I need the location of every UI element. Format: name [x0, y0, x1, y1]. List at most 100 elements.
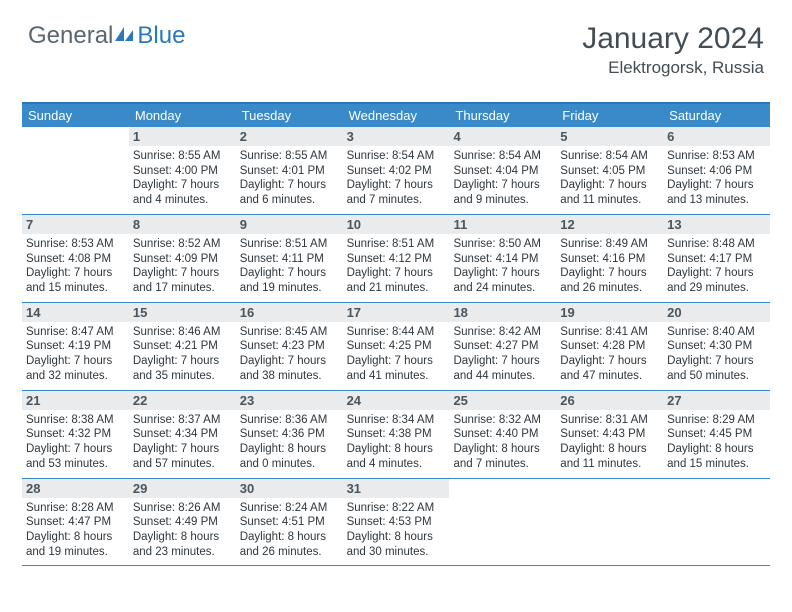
day-details: Sunrise: 8:41 AMSunset: 4:28 PMDaylight:…: [560, 325, 659, 384]
logo-sail-icon: [113, 25, 135, 43]
weeks-container: 1 Sunrise: 8:55 AMSunset: 4:00 PMDaylight…: [22, 127, 770, 566]
day-details: Sunrise: 8:48 AMSunset: 4:17 PMDaylight:…: [667, 237, 766, 296]
day-cell: 16 Sunrise: 8:45 AMSunset: 4:23 PMDayligh…: [236, 303, 343, 390]
day-number: 12: [556, 215, 663, 234]
day-number: 19: [556, 303, 663, 322]
day-details: Sunrise: 8:51 AMSunset: 4:11 PMDaylight:…: [240, 237, 339, 296]
day-details: Sunrise: 8:32 AMSunset: 4:40 PMDaylight:…: [453, 413, 552, 472]
day-details: Sunrise: 8:24 AMSunset: 4:51 PMDaylight:…: [240, 501, 339, 560]
day-number: 28: [22, 479, 129, 498]
logo: General Blue: [28, 22, 185, 50]
day-number: 3: [343, 127, 450, 146]
day-number: 14: [22, 303, 129, 322]
day-details: Sunrise: 8:49 AMSunset: 4:16 PMDaylight:…: [560, 237, 659, 296]
day-number: 21: [22, 391, 129, 410]
day-details: Sunrise: 8:22 AMSunset: 4:53 PMDaylight:…: [347, 501, 446, 560]
day-number: 26: [556, 391, 663, 410]
month-title: January 2024: [582, 22, 764, 56]
day-number: 20: [663, 303, 770, 322]
day-details: Sunrise: 8:36 AMSunset: 4:36 PMDaylight:…: [240, 413, 339, 472]
dow-wednesday: Wednesday: [343, 104, 450, 127]
day-cell: 1 Sunrise: 8:55 AMSunset: 4:00 PMDaylight…: [129, 127, 236, 214]
day-number: 7: [22, 215, 129, 234]
week-row: 14 Sunrise: 8:47 AMSunset: 4:19 PMDayligh…: [22, 303, 770, 391]
week-row: 21Sunrise: 8:38 AMSunset: 4:32 PMDayligh…: [22, 391, 770, 479]
logo-word-2: Blue: [137, 22, 185, 50]
day-details: Sunrise: 8:51 AMSunset: 4:12 PMDaylight:…: [347, 237, 446, 296]
day-number: 13: [663, 215, 770, 234]
day-cell: 26Sunrise: 8:31 AMSunset: 4:43 PMDayligh…: [556, 391, 663, 478]
dow-monday: Monday: [129, 104, 236, 127]
location-label: Elektrogorsk, Russia: [582, 58, 764, 78]
day-details: Sunrise: 8:54 AMSunset: 4:05 PMDaylight:…: [560, 149, 659, 208]
day-details: Sunrise: 8:55 AMSunset: 4:01 PMDaylight:…: [240, 149, 339, 208]
day-details: Sunrise: 8:53 AMSunset: 4:06 PMDaylight:…: [667, 149, 766, 208]
day-number: 31: [343, 479, 450, 498]
day-number: 30: [236, 479, 343, 498]
day-cell: [22, 127, 129, 214]
day-details: Sunrise: 8:34 AMSunset: 4:38 PMDaylight:…: [347, 413, 446, 472]
day-details: Sunrise: 8:54 AMSunset: 4:02 PMDaylight:…: [347, 149, 446, 208]
day-details: Sunrise: 8:45 AMSunset: 4:23 PMDaylight:…: [240, 325, 339, 384]
dow-thursday: Thursday: [449, 104, 556, 127]
day-number: 27: [663, 391, 770, 410]
dow-saturday: Saturday: [663, 104, 770, 127]
day-details: Sunrise: 8:55 AMSunset: 4:00 PMDaylight:…: [133, 149, 232, 208]
day-number: 5: [556, 127, 663, 146]
day-number: 10: [343, 215, 450, 234]
dow-friday: Friday: [556, 104, 663, 127]
day-number: 2: [236, 127, 343, 146]
logo-word-1: General: [28, 22, 113, 50]
day-cell: 11 Sunrise: 8:50 AMSunset: 4:14 PMDayligh…: [449, 215, 556, 302]
day-number: 11: [449, 215, 556, 234]
day-number: 25: [449, 391, 556, 410]
day-details: Sunrise: 8:40 AMSunset: 4:30 PMDaylight:…: [667, 325, 766, 384]
week-row: 7Sunrise: 8:53 AMSunset: 4:08 PMDaylight…: [22, 215, 770, 303]
day-cell: 22Sunrise: 8:37 AMSunset: 4:34 PMDayligh…: [129, 391, 236, 478]
day-cell: 2 Sunrise: 8:55 AMSunset: 4:01 PMDaylight…: [236, 127, 343, 214]
day-cell: 3 Sunrise: 8:54 AMSunset: 4:02 PMDaylight…: [343, 127, 450, 214]
day-cell: 6Sunrise: 8:53 AMSunset: 4:06 PMDaylight…: [663, 127, 770, 214]
day-details: Sunrise: 8:47 AMSunset: 4:19 PMDaylight:…: [26, 325, 125, 384]
day-cell: 27Sunrise: 8:29 AMSunset: 4:45 PMDayligh…: [663, 391, 770, 478]
day-cell: [556, 479, 663, 566]
day-cell: 8Sunrise: 8:52 AMSunset: 4:09 PMDaylight…: [129, 215, 236, 302]
day-cell: [663, 479, 770, 566]
day-number: 29: [129, 479, 236, 498]
day-details: Sunrise: 8:44 AMSunset: 4:25 PMDaylight:…: [347, 325, 446, 384]
day-cell: 19 Sunrise: 8:41 AMSunset: 4:28 PMDayligh…: [556, 303, 663, 390]
day-cell: 30 Sunrise: 8:24 AMSunset: 4:51 PMDayligh…: [236, 479, 343, 566]
day-cell: 9Sunrise: 8:51 AMSunset: 4:11 PMDaylight…: [236, 215, 343, 302]
day-cell: 21Sunrise: 8:38 AMSunset: 4:32 PMDayligh…: [22, 391, 129, 478]
day-number: 4: [449, 127, 556, 146]
day-number: 24: [343, 391, 450, 410]
day-cell: 10 Sunrise: 8:51 AMSunset: 4:12 PMDayligh…: [343, 215, 450, 302]
day-cell: 20 Sunrise: 8:40 AMSunset: 4:30 PMDayligh…: [663, 303, 770, 390]
day-details: Sunrise: 8:37 AMSunset: 4:34 PMDaylight:…: [133, 413, 232, 472]
calendar: SundayMondayTuesdayWednesdayThursdayFrid…: [22, 102, 770, 566]
dow-tuesday: Tuesday: [236, 104, 343, 127]
day-cell: 25 Sunrise: 8:32 AMSunset: 4:40 PMDayligh…: [449, 391, 556, 478]
day-details: Sunrise: 8:26 AMSunset: 4:49 PMDaylight:…: [133, 501, 232, 560]
week-row: 28 Sunrise: 8:28 AMSunset: 4:47 PMDayligh…: [22, 479, 770, 567]
day-cell: 18Sunrise: 8:42 AMSunset: 4:27 PMDayligh…: [449, 303, 556, 390]
day-details: Sunrise: 8:28 AMSunset: 4:47 PMDaylight:…: [26, 501, 125, 560]
week-row: 1 Sunrise: 8:55 AMSunset: 4:00 PMDaylight…: [22, 127, 770, 215]
day-cell: 23 Sunrise: 8:36 AMSunset: 4:36 PMDayligh…: [236, 391, 343, 478]
day-number: 23: [236, 391, 343, 410]
day-cell: 15 Sunrise: 8:46 AMSunset: 4:21 PMDayligh…: [129, 303, 236, 390]
day-cell: 4Sunrise: 8:54 AMSunset: 4:04 PMDaylight…: [449, 127, 556, 214]
header-right: January 2024 Elektrogorsk, Russia: [582, 22, 764, 78]
day-cell: 12 Sunrise: 8:49 AMSunset: 4:16 PMDayligh…: [556, 215, 663, 302]
day-number: 18: [449, 303, 556, 322]
day-cell: 13 Sunrise: 8:48 AMSunset: 4:17 PMDayligh…: [663, 215, 770, 302]
day-number: 15: [129, 303, 236, 322]
day-number: 16: [236, 303, 343, 322]
day-number: 1: [129, 127, 236, 146]
day-cell: 14 Sunrise: 8:47 AMSunset: 4:19 PMDayligh…: [22, 303, 129, 390]
day-details: Sunrise: 8:52 AMSunset: 4:09 PMDaylight:…: [133, 237, 232, 296]
day-number: 17: [343, 303, 450, 322]
day-cell: [449, 479, 556, 566]
day-details: Sunrise: 8:50 AMSunset: 4:14 PMDaylight:…: [453, 237, 552, 296]
day-details: Sunrise: 8:46 AMSunset: 4:21 PMDaylight:…: [133, 325, 232, 384]
